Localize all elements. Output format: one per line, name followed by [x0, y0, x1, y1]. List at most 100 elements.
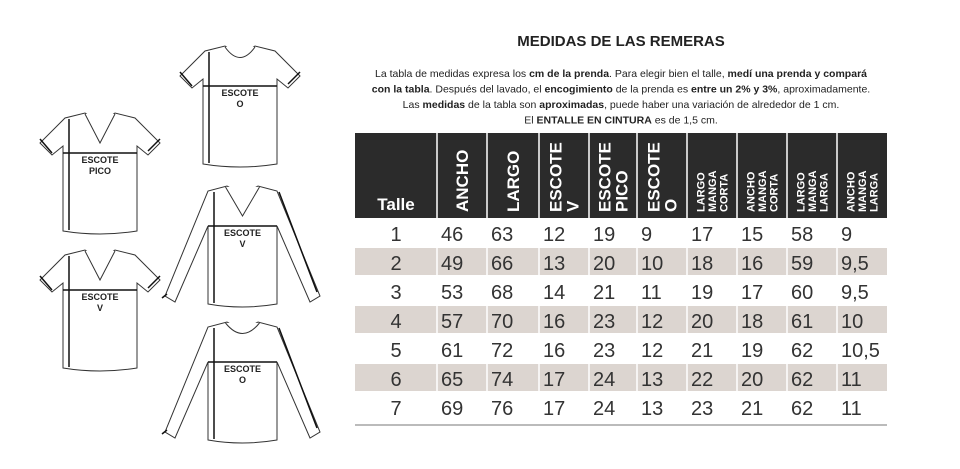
cell: 21: [691, 340, 713, 362]
neckline: [225, 322, 260, 334]
shirt-label: ESCOTE: [81, 155, 118, 165]
cell: 18: [691, 253, 713, 275]
intro-run: El: [524, 115, 536, 127]
cell: 46: [441, 224, 463, 246]
intro-run: . Después del lavado, el: [430, 84, 545, 96]
header-label: O: [662, 199, 681, 212]
header-band: [355, 133, 887, 218]
cell: 19: [593, 224, 615, 246]
measure-lines: [208, 192, 277, 303]
cell: 63: [491, 224, 513, 246]
cell: 17: [691, 224, 713, 246]
measure-lines: [63, 119, 137, 230]
cell: 3: [390, 282, 401, 304]
intro-line: La tabla de medidas expresa los cm de la…: [375, 68, 867, 80]
cell: 24: [593, 398, 615, 420]
cell: 17: [543, 398, 565, 420]
cell: 12: [641, 311, 663, 333]
measure-lines: [63, 256, 137, 367]
cell: 10: [641, 253, 663, 275]
row-shade: [355, 364, 887, 391]
cell: 23: [691, 398, 713, 420]
cell: 14: [543, 282, 565, 304]
header-label: PICO: [613, 170, 632, 212]
cell: 13: [543, 253, 565, 275]
intro-run: medidas: [423, 99, 466, 111]
cell: 62: [791, 398, 813, 420]
cell: 18: [741, 311, 763, 333]
header-label: ESCOTE: [596, 142, 615, 212]
cell: 19: [741, 340, 763, 362]
intro-run: La tabla de medidas expresa los: [375, 68, 529, 80]
shirt-label: PICO: [89, 166, 111, 176]
cell: 23: [593, 311, 615, 333]
cell: 19: [691, 282, 713, 304]
intro-run: , aproximadamente.: [777, 84, 870, 96]
header-label: ESCOTE: [547, 142, 566, 212]
sleeve-measure: [39, 138, 161, 154]
cell: 23: [593, 340, 615, 362]
intro-run: aproximadas: [539, 99, 604, 111]
intro-run: es de 1,5 cm.: [652, 115, 718, 127]
header-label: LARGO: [504, 151, 523, 212]
intro-line: con la tabla. Después del lavado, el enc…: [372, 84, 870, 96]
sleeve-measure: [39, 275, 161, 291]
cell: 66: [491, 253, 513, 275]
row-shade: [355, 248, 887, 275]
header-label: CORTA: [718, 174, 730, 212]
shirt-label: V: [239, 239, 245, 249]
cell: 22: [691, 369, 713, 391]
cell: 61: [441, 340, 463, 362]
cell: 17: [543, 369, 565, 391]
intro-run: ENTALLE EN CINTURA: [537, 115, 653, 127]
cell: 69: [441, 398, 463, 420]
cell: 70: [491, 311, 513, 333]
cell: 11: [841, 369, 862, 391]
cell: 12: [641, 340, 663, 362]
sleeve-measure: [161, 327, 318, 435]
header-label: MANGA: [807, 170, 819, 212]
cell: 15: [741, 224, 763, 246]
measure-lines: [203, 52, 277, 163]
sleeve-measure: [179, 71, 301, 87]
cell: 21: [593, 282, 615, 304]
cell: 11: [841, 398, 862, 420]
shirt-label: O: [239, 375, 246, 385]
cell: 49: [441, 253, 463, 275]
cell: 17: [741, 282, 763, 304]
header-label: ANCHO: [453, 150, 472, 212]
cell: 9: [641, 224, 652, 246]
cell: 9,5: [841, 282, 869, 304]
cell: 13: [641, 398, 663, 420]
neckline: [84, 113, 116, 145]
header-label: V: [564, 200, 583, 212]
cell: 24: [593, 369, 615, 391]
cell: 6: [390, 369, 401, 391]
cell: 74: [491, 369, 513, 391]
cell: 9: [841, 224, 852, 246]
cell: 20: [691, 311, 713, 333]
intro-line: Las medidas de la tabla son aproximadas,…: [403, 99, 840, 111]
cell: 2: [390, 253, 401, 275]
cell: 65: [441, 369, 463, 391]
shirt-label: ESCOTE: [221, 88, 258, 98]
header-label: CORTA: [768, 174, 780, 212]
neckline: [225, 186, 260, 217]
cell: 58: [791, 224, 813, 246]
intro-run: de la prenda es: [613, 84, 691, 96]
title: MEDIDAS DE LAS REMERAS: [517, 33, 725, 50]
cell: 11: [641, 282, 662, 304]
cell: 16: [741, 253, 763, 275]
header-label: LARGO: [695, 172, 707, 212]
shirt-label: ESCOTE: [81, 292, 118, 302]
cell: 9,5: [841, 253, 869, 275]
cell: 21: [741, 398, 763, 420]
intro-run: medí una prenda y compará: [728, 68, 868, 80]
cell: 60: [791, 282, 813, 304]
row-shade: [355, 306, 887, 333]
intro-run: , puede haber una variación de alrededor…: [604, 99, 839, 111]
